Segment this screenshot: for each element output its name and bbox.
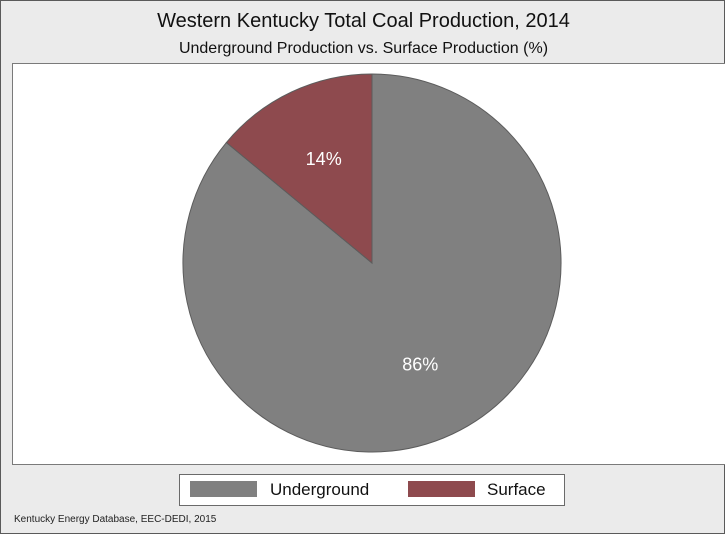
legend-label-surface: Surface (487, 480, 546, 499)
legend: Underground Surface (179, 474, 565, 506)
legend-swatch-underground (190, 481, 257, 497)
legend-label-underground: Underground (270, 480, 370, 499)
chart-subtitle: Underground Production vs. Surface Produ… (178, 40, 549, 57)
source-note: Kentucky Energy Database, EEC-DEDI, 2015 (14, 514, 217, 525)
data-label-underground: 86% (402, 354, 438, 374)
data-label-surface: 14% (306, 149, 342, 169)
plot-area: 86% 14% (12, 63, 725, 465)
pie-slice-surface (225, 73, 373, 265)
pie-chart: 86% 14% (182, 73, 562, 453)
chart-title: Western Kentucky Total Coal Production, … (157, 10, 570, 32)
legend-swatch-surface (408, 481, 475, 497)
